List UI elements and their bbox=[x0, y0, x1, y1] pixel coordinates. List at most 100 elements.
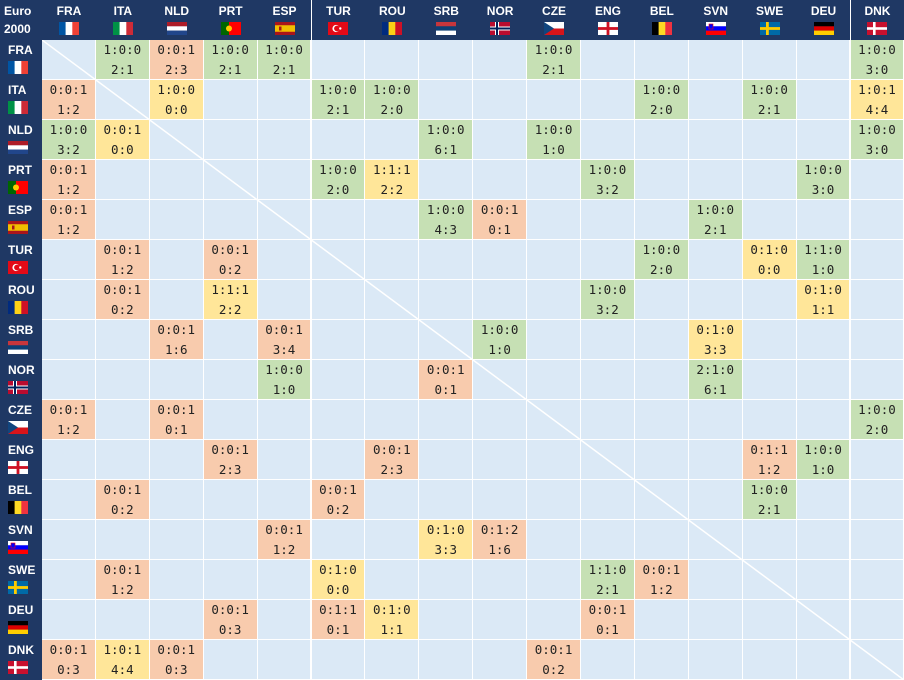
svn-flag-icon bbox=[8, 541, 28, 554]
result-text: 1:0:0 3:2 bbox=[581, 160, 634, 200]
empty-cell bbox=[95, 400, 150, 440]
record-text: 0:0:1 bbox=[103, 282, 142, 297]
empty-cell bbox=[42, 240, 96, 280]
record-text: 1:1:0 bbox=[804, 242, 842, 257]
result-cell: 1:0:0 1:0 bbox=[527, 120, 581, 160]
result-cell: 0:0:1 0:2 bbox=[95, 280, 150, 320]
empty-cell bbox=[42, 560, 96, 600]
result-text: 1:0:0 1:0 bbox=[473, 320, 526, 360]
dnk-flag-icon bbox=[8, 661, 28, 674]
row-header-rou: ROU bbox=[0, 280, 42, 320]
result-text: 0:0:1 0:1 bbox=[150, 400, 203, 440]
empty-cell bbox=[257, 280, 312, 320]
result-cell: 0:1:2 1:6 bbox=[473, 520, 528, 560]
empty-cell bbox=[850, 200, 904, 240]
result-text: 0:0:1 1:2 bbox=[258, 520, 311, 560]
score-text: 1:1 bbox=[380, 622, 404, 637]
result-cell: 0:0:1 1:2 bbox=[95, 560, 150, 600]
record-text: 0:0:1 bbox=[49, 402, 88, 417]
score-text: 1:0 bbox=[488, 342, 511, 357]
result-text: 0:0:1 0:1 bbox=[473, 200, 526, 240]
swe-flag-icon bbox=[759, 22, 780, 35]
result-text: 1:0:0 3:2 bbox=[581, 280, 634, 320]
score-text: 0:2 bbox=[111, 502, 134, 517]
score-text: 3:0 bbox=[865, 142, 889, 157]
record-text: 0:0:1 bbox=[642, 562, 681, 577]
score-text: 4:4 bbox=[111, 662, 134, 677]
score-text: 2:0 bbox=[650, 262, 673, 277]
empty-cell bbox=[203, 160, 258, 200]
result-cell: 1:0:0 3:0 bbox=[850, 40, 904, 80]
empty-cell bbox=[742, 360, 797, 400]
result-cell: 1:1:0 2:1 bbox=[581, 560, 635, 600]
empty-cell bbox=[149, 280, 204, 320]
result-cell: 1:0:0 3:2 bbox=[42, 120, 96, 160]
col-header-label: CZE bbox=[542, 4, 567, 18]
result-text: 0:0:1 1:2 bbox=[42, 160, 95, 200]
empty-cell bbox=[796, 520, 851, 560]
result-text: 1:0:0 2:0 bbox=[851, 400, 904, 440]
result-text: 1:0:0 1:0 bbox=[527, 120, 580, 160]
row-header-label: BEL bbox=[8, 483, 32, 497]
empty-cell bbox=[257, 640, 312, 680]
record-text: 0:0:1 bbox=[211, 602, 249, 617]
empty-cell bbox=[203, 640, 258, 680]
score-text: 2:1 bbox=[542, 62, 565, 77]
result-text: 0:0:1 0:2 bbox=[96, 280, 149, 320]
result-cell: 1:0:0 1:0 bbox=[257, 360, 312, 400]
row-header-swe: SWE bbox=[0, 560, 42, 600]
col-header-bel: BEL bbox=[634, 0, 689, 40]
empty-cell bbox=[203, 120, 258, 160]
result-cell: 1:0:0 3:0 bbox=[796, 160, 851, 200]
result-cell: 1:0:0 2:0 bbox=[311, 160, 366, 200]
empty-cell bbox=[419, 480, 474, 520]
result-text: 1:0:0 2:1 bbox=[689, 200, 742, 240]
empty-cell bbox=[419, 40, 474, 80]
empty-cell bbox=[850, 480, 904, 520]
empty-cell bbox=[365, 200, 420, 240]
result-cell: 1:0:0 2:0 bbox=[634, 240, 689, 280]
record-text: 1:0:0 bbox=[211, 42, 249, 57]
result-text: 0:0:1 1:2 bbox=[96, 560, 149, 600]
row-header-label: NOR bbox=[8, 363, 35, 377]
col-header-srb: SRB bbox=[419, 0, 474, 40]
empty-cell bbox=[257, 480, 312, 520]
col-header-eng: ENG bbox=[581, 0, 635, 40]
record-text: 1:0:0 bbox=[103, 42, 142, 57]
result-text: 0:0:1 3:4 bbox=[258, 320, 311, 360]
result-cell: 0:0:1 0:1 bbox=[581, 600, 635, 640]
score-text: 1:2 bbox=[111, 262, 134, 277]
cze-flag-icon bbox=[8, 421, 28, 434]
record-text: 0:1:0 bbox=[373, 602, 411, 617]
score-text: 1:2 bbox=[650, 582, 673, 597]
result-cell: 0:0:1 1:2 bbox=[42, 80, 96, 120]
record-text: 2:1:0 bbox=[696, 362, 735, 377]
empty-cell bbox=[473, 360, 528, 400]
empty-cell bbox=[742, 520, 797, 560]
result-text: 1:1:0 1:0 bbox=[797, 240, 850, 280]
empty-cell bbox=[796, 40, 851, 80]
result-cell: 1:0:0 2:1 bbox=[742, 480, 797, 520]
empty-cell bbox=[95, 600, 150, 640]
score-text: 0:2 bbox=[218, 262, 242, 277]
record-text: 0:0:1 bbox=[211, 442, 249, 457]
result-cell: 0:0:1 1:2 bbox=[95, 240, 150, 280]
result-text: 1:0:0 2:0 bbox=[365, 80, 418, 120]
result-text: 0:1:0 1:1 bbox=[797, 280, 850, 320]
score-text: 1:2 bbox=[272, 542, 296, 557]
col-header-label: SWE bbox=[755, 4, 784, 18]
empty-cell bbox=[419, 80, 474, 120]
ita-flag-icon bbox=[112, 22, 133, 35]
record-text: 1:0:0 bbox=[49, 122, 88, 137]
empty-cell bbox=[95, 520, 150, 560]
result-cell: 1:0:0 2:0 bbox=[365, 80, 420, 120]
col-header-label: ROU bbox=[379, 4, 406, 18]
empty-cell bbox=[257, 160, 312, 200]
empty-cell bbox=[850, 440, 904, 480]
empty-cell bbox=[688, 640, 743, 680]
row-header-label: ESP bbox=[8, 203, 33, 217]
empty-cell bbox=[581, 400, 635, 440]
empty-cell bbox=[42, 600, 96, 640]
empty-cell bbox=[257, 400, 312, 440]
row-header-cze: CZE bbox=[0, 400, 42, 440]
